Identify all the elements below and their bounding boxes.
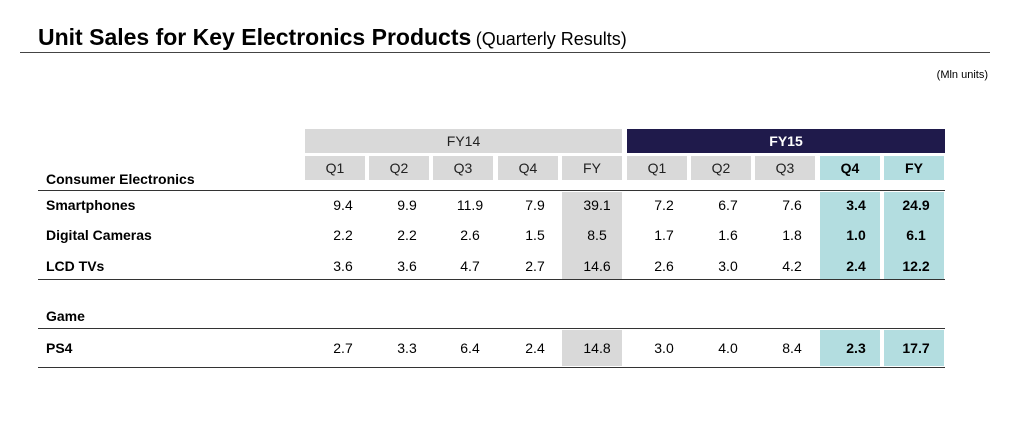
fy14-group-header: FY14 bbox=[305, 129, 622, 153]
section-rule-game bbox=[38, 328, 945, 329]
table-cell: 1.6 bbox=[718, 227, 738, 243]
col-header-fy14-q2: Q2 bbox=[369, 156, 429, 180]
table-cell: 3.6 bbox=[333, 258, 353, 274]
row-label-smartphones: Smartphones bbox=[46, 197, 136, 213]
row-label-ps4: PS4 bbox=[46, 340, 73, 356]
fy15-q4-shade-game bbox=[820, 330, 880, 366]
table-cell: 8.5 bbox=[587, 227, 607, 243]
col-header-fy14-q4: Q4 bbox=[498, 156, 558, 180]
table-cell: 6.1 bbox=[906, 227, 926, 243]
fy14-fy-shade-consumer bbox=[562, 192, 622, 279]
table-cell: 7.9 bbox=[525, 197, 545, 213]
section-end-rule-consumer bbox=[38, 279, 945, 280]
table-cell: 6.4 bbox=[460, 340, 480, 356]
table-cell: 2.6 bbox=[654, 258, 674, 274]
section-consumer-electronics: Consumer Electronics bbox=[46, 171, 195, 187]
title-divider bbox=[20, 52, 990, 53]
table-cell: 12.2 bbox=[902, 258, 930, 274]
table-cell: 3.6 bbox=[397, 258, 417, 274]
table-cell: 1.5 bbox=[525, 227, 545, 243]
table-cell: 3.3 bbox=[397, 340, 417, 356]
col-header-fy14-fy: FY bbox=[562, 156, 622, 180]
table-cell: 4.7 bbox=[460, 258, 480, 274]
table-cell: 9.9 bbox=[397, 197, 417, 213]
table-cell: 2.3 bbox=[846, 340, 866, 356]
col-header-fy14-q1: Q1 bbox=[305, 156, 365, 180]
table-cell: 4.0 bbox=[718, 340, 738, 356]
section-rule-consumer bbox=[38, 190, 945, 191]
table-cell: 1.8 bbox=[782, 227, 802, 243]
row-label-digital-cameras: Digital Cameras bbox=[46, 227, 152, 243]
page-title: Unit Sales for Key Electronics Products … bbox=[38, 24, 627, 51]
table-cell: 39.1 bbox=[583, 197, 611, 213]
row-label-lcd-tvs: LCD TVs bbox=[46, 258, 105, 274]
table-cell: 11.9 bbox=[456, 197, 484, 213]
col-header-fy15-q3: Q3 bbox=[755, 156, 815, 180]
table-cell: 14.8 bbox=[583, 340, 611, 356]
table-cell: 2.4 bbox=[846, 258, 866, 274]
table-cell: 6.7 bbox=[718, 197, 738, 213]
table-cell: 3.0 bbox=[718, 258, 738, 274]
table-cell: 2.2 bbox=[397, 227, 417, 243]
table-cell: 1.0 bbox=[846, 227, 866, 243]
fy14-fy-shade-game bbox=[562, 330, 622, 366]
title-main: Unit Sales for Key Electronics Products bbox=[38, 24, 472, 50]
table-cell: 17.7 bbox=[902, 340, 930, 356]
section-game: Game bbox=[46, 308, 85, 324]
fy15-q4-shade-consumer bbox=[820, 192, 880, 279]
table-cell: 7.2 bbox=[654, 197, 674, 213]
table-cell: 2.7 bbox=[525, 258, 545, 274]
table-cell: 9.4 bbox=[333, 197, 353, 213]
table-cell: 2.2 bbox=[333, 227, 353, 243]
col-header-fy14-q3: Q3 bbox=[433, 156, 493, 180]
col-header-fy15-fy: FY bbox=[884, 156, 944, 180]
table-cell: 1.7 bbox=[654, 227, 674, 243]
units-note: (Mln units) bbox=[936, 69, 988, 81]
fy15-group-header: FY15 bbox=[627, 129, 945, 153]
section-end-rule-game bbox=[38, 367, 945, 368]
table-cell: 2.4 bbox=[525, 340, 545, 356]
col-header-fy15-q4: Q4 bbox=[820, 156, 880, 180]
table-cell: 4.2 bbox=[782, 258, 802, 274]
table-cell: 2.6 bbox=[460, 227, 480, 243]
table-cell: 3.0 bbox=[654, 340, 674, 356]
title-subtitle: (Quarterly Results) bbox=[475, 29, 627, 49]
table-cell: 8.4 bbox=[782, 340, 802, 356]
table-cell: 14.6 bbox=[583, 258, 611, 274]
table-cell: 7.6 bbox=[782, 197, 802, 213]
table-cell: 3.4 bbox=[846, 197, 866, 213]
col-header-fy15-q2: Q2 bbox=[691, 156, 751, 180]
table-cell: 2.7 bbox=[333, 340, 353, 356]
fy15-fy-shade-game bbox=[884, 330, 944, 366]
table-cell: 24.9 bbox=[902, 197, 930, 213]
fy15-fy-shade-consumer bbox=[884, 192, 944, 279]
col-header-fy15-q1: Q1 bbox=[627, 156, 687, 180]
